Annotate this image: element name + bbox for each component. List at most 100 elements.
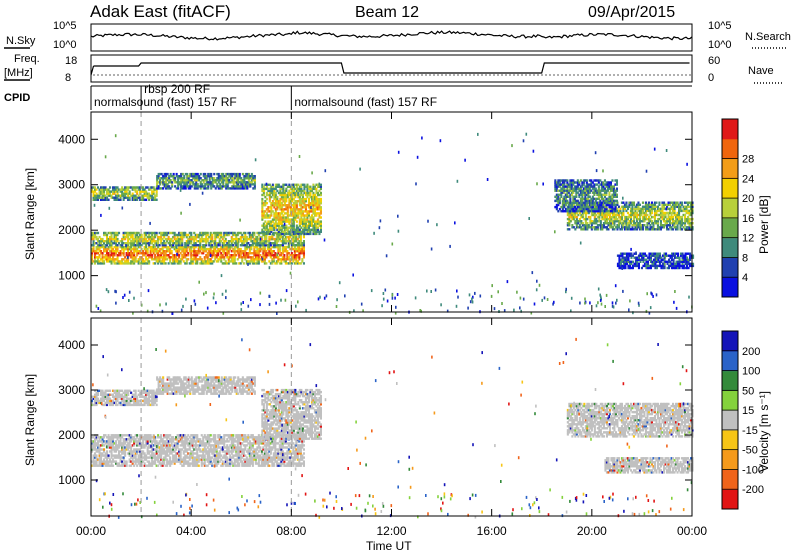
heatmap-cell bbox=[296, 260, 299, 263]
heatmap-cell bbox=[196, 262, 199, 265]
heatmap-cell bbox=[579, 205, 582, 209]
freq-unit: [MHz] bbox=[4, 67, 33, 79]
heatmap-cell bbox=[161, 256, 164, 259]
heatmap-cell bbox=[576, 181, 579, 184]
heatmap-cell bbox=[295, 262, 298, 265]
heatmap-cell bbox=[571, 224, 574, 227]
heatmap-cell bbox=[133, 186, 136, 189]
heatmap-cell bbox=[561, 201, 564, 205]
heatmap-cell bbox=[645, 260, 648, 263]
heatmap-cell bbox=[563, 199, 566, 203]
heatmap-cell bbox=[91, 235, 94, 239]
heatmap-cell bbox=[187, 252, 190, 255]
heatmap-cell bbox=[209, 258, 212, 261]
heatmap-cell bbox=[277, 185, 280, 188]
heatmap-cell bbox=[295, 228, 298, 231]
heatmap-cell bbox=[608, 195, 611, 198]
heatmap-cell bbox=[161, 237, 164, 241]
heatmap-cell bbox=[623, 228, 626, 231]
heatmap-cell bbox=[125, 235, 128, 239]
heatmap-cell bbox=[199, 262, 202, 265]
heatmap-cell bbox=[575, 211, 578, 215]
heatmap-cell bbox=[303, 200, 306, 203]
heatmap-cell bbox=[175, 242, 178, 245]
heatmap-cell bbox=[145, 247, 148, 251]
heatmap-cell bbox=[658, 226, 661, 229]
heatmap-cell bbox=[582, 187, 585, 190]
heatmap-cell bbox=[253, 183, 256, 186]
heatmap-cell bbox=[647, 205, 650, 208]
heatmap-cell bbox=[110, 190, 113, 193]
heatmap-cell bbox=[313, 224, 316, 227]
heatmap-cell bbox=[397, 214, 399, 218]
heatmap-cell bbox=[300, 193, 303, 197]
heatmap-cell bbox=[572, 195, 575, 198]
heatmap-cell bbox=[650, 203, 653, 206]
heatmap-cell bbox=[283, 237, 286, 241]
heatmap-cell bbox=[626, 207, 629, 211]
heatmap-cell bbox=[124, 194, 127, 197]
heatmap-cell bbox=[611, 207, 614, 211]
heatmap-cell bbox=[106, 247, 109, 251]
heatmap-cell bbox=[97, 256, 100, 259]
heatmap-cell bbox=[640, 209, 643, 213]
heatmap-cell bbox=[666, 220, 669, 223]
heatmap-cell bbox=[236, 233, 239, 237]
heatmap-cell bbox=[291, 222, 294, 225]
heatmap-cell bbox=[590, 228, 593, 231]
heatmap-cell bbox=[189, 181, 192, 184]
heatmap-cell bbox=[245, 240, 248, 243]
heatmap-cell bbox=[608, 198, 611, 202]
heatmap-cell bbox=[269, 235, 272, 239]
heatmap-cell bbox=[626, 222, 629, 225]
heatmap-cell bbox=[220, 231, 223, 235]
heatmap-cell bbox=[157, 254, 160, 257]
heatmap-cell bbox=[612, 189, 615, 192]
heatmap-cell bbox=[247, 172, 250, 176]
heatmap-cell bbox=[184, 179, 187, 182]
heatmap-cell bbox=[190, 258, 193, 261]
heatmap-cell bbox=[98, 250, 101, 253]
heatmap-cell bbox=[689, 258, 692, 261]
heatmap-cell bbox=[573, 185, 576, 188]
heatmap-cell bbox=[182, 245, 185, 249]
heatmap-cell bbox=[286, 240, 289, 243]
heatmap-cell bbox=[651, 292, 653, 296]
heatmap-cell bbox=[629, 228, 632, 231]
heatmap-cell bbox=[596, 207, 599, 211]
heatmap-cell bbox=[235, 183, 238, 186]
heatmap-cell bbox=[236, 240, 239, 243]
heatmap-cell bbox=[246, 185, 249, 188]
heatmap-cell bbox=[165, 181, 168, 184]
heatmap-cell bbox=[234, 175, 237, 178]
heatmap-cell bbox=[669, 209, 672, 213]
heatmap-cell bbox=[644, 205, 647, 208]
heatmap-cell bbox=[557, 181, 560, 184]
heatmap-cell bbox=[172, 242, 175, 245]
heatmap-cell bbox=[305, 308, 307, 312]
heatmap-cell bbox=[603, 189, 606, 192]
heatmap-cell bbox=[643, 217, 646, 221]
heatmap-cell bbox=[285, 200, 288, 203]
heatmap-cell bbox=[277, 202, 280, 205]
heatmap-cell bbox=[575, 181, 578, 184]
heatmap-cell bbox=[569, 210, 572, 213]
heatmap-cell bbox=[584, 213, 587, 217]
heatmap-cell bbox=[218, 233, 221, 237]
heatmap-cell bbox=[593, 201, 596, 205]
heatmap-cell bbox=[136, 240, 139, 243]
heatmap-cell bbox=[139, 190, 142, 193]
heatmap-cell bbox=[237, 172, 240, 176]
heatmap-cell bbox=[149, 245, 152, 249]
heatmap-cell bbox=[131, 186, 134, 189]
heatmap-cell bbox=[194, 250, 197, 253]
heatmap-cell bbox=[634, 264, 637, 268]
heatmap-cell bbox=[230, 258, 233, 261]
heatmap-cell bbox=[262, 222, 265, 225]
heatmap-cell bbox=[637, 264, 640, 268]
heatmap-cell bbox=[263, 258, 266, 261]
heatmap-cell bbox=[600, 201, 603, 205]
heatmap-cell bbox=[118, 242, 121, 245]
heatmap-cell bbox=[629, 213, 632, 217]
